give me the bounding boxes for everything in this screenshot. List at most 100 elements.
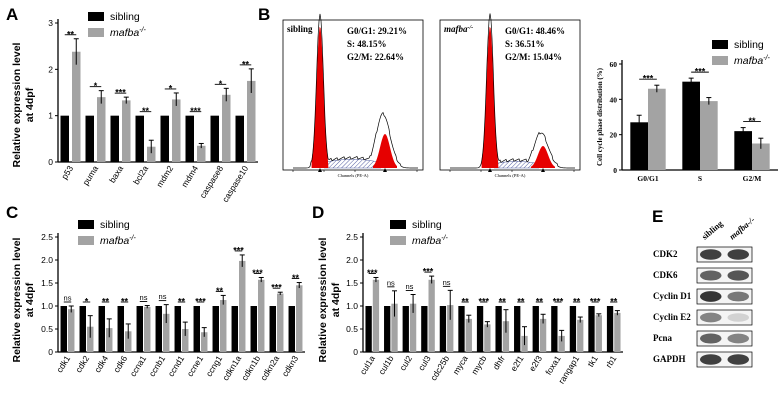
sig-label-cdc25b: ns: [443, 278, 451, 287]
sig-label-cul2: ns: [405, 282, 413, 291]
flow-g2m-peak: [531, 146, 555, 168]
y-tick-label: 0: [613, 166, 617, 175]
bar-mutant-cul1a: [372, 279, 380, 352]
x-tick-label-caspase8: caspase8: [197, 164, 225, 200]
y-tick-label: 0.5: [41, 324, 53, 334]
bar-sibling-e2f3: [532, 306, 539, 352]
bar-mutant-S: [700, 101, 718, 170]
ylabel-d-line1: Relative expression level: [317, 237, 329, 362]
bar-mutant-ccnd1: [182, 329, 189, 352]
panel-letter-d: D: [312, 203, 324, 222]
ylabel-b-bar: Cell cycle phase distribution (%): [596, 67, 604, 166]
sig-label-cdk4: **: [102, 297, 110, 307]
bar-sibling-cdk6: [117, 306, 124, 352]
bar-sibling-cul1a: [365, 306, 372, 352]
sig-label-G2/M: **: [748, 116, 756, 126]
x-tick-label-mdm4: mdm4: [179, 164, 200, 190]
flow-trace: [293, 13, 418, 169]
panel-letter-c: C: [6, 203, 18, 222]
bar-mutant-cdk1: [68, 309, 75, 352]
y-tick-label: 1.0: [41, 301, 53, 311]
legend-a-mutant-swatch: [88, 28, 104, 37]
x-tick-label-rb1: rb1: [603, 354, 618, 370]
sig-label-cdkn1a: ***: [233, 245, 244, 255]
sig-label-mdm2: *: [169, 83, 173, 93]
flow-g0g1-peak: [481, 26, 499, 168]
flow-mutant-g2: G2/M: 15.04%: [505, 52, 562, 62]
y-tick-label: 1: [48, 111, 53, 121]
bar-sibling-mdm4: [185, 115, 194, 162]
bar-sibling-e2f1: [514, 306, 521, 352]
western-band-1-1: [727, 270, 749, 281]
y-tick-label: 2.5: [41, 232, 53, 242]
legend-c-sibling-swatch: [78, 220, 94, 229]
flow-marker: [488, 168, 492, 172]
legend-c: sibling mafba-/-: [78, 219, 136, 247]
bar-mutant-e2f3: [539, 318, 547, 352]
x-tick-label-cul1a: cul1a: [358, 354, 377, 377]
flow-sibling: sibling G0/G1: 29.21% S: 48.15% G2/M: 22…: [282, 13, 424, 178]
bar-sibling-cdkn2a: [269, 306, 276, 352]
x-tick-label-mycb: mycb: [469, 354, 488, 377]
flow-sibling-histogram: [292, 13, 418, 172]
chart-d: 00.51.01.52.02.5***cul1anscul1bnscul2***…: [346, 232, 623, 386]
sig-label-ccne1: ***: [195, 297, 206, 307]
flow-marker: [383, 168, 387, 172]
sig-label-S: ***: [695, 67, 706, 77]
bar-sibling-rb1: [606, 306, 614, 352]
ylabel-d: Relative expression level at 4dpf: [317, 237, 342, 362]
legend-d-sibling-label: sibling: [412, 219, 442, 231]
x-tick-label-ccne1: ccne1: [185, 354, 206, 379]
sig-label-G0/G1: ***: [643, 74, 654, 84]
western-label-pcna: Pcna: [653, 333, 672, 343]
sig-label-tk1: ***: [590, 297, 601, 307]
legend-b-mutant-label: mafba-/-: [734, 55, 770, 67]
y-tick-label: 1.5: [346, 278, 358, 288]
bar-sibling-cdk4: [98, 306, 105, 352]
bar-sibling-ccnb1: [155, 306, 162, 352]
bar-mutant-cdkn2a: [277, 293, 284, 352]
legend-b-mutant-swatch: [712, 56, 728, 65]
legend-a-sibling-swatch: [88, 12, 104, 21]
legend-c-mutant-swatch: [78, 236, 94, 245]
flow-g0g1-peak: [311, 26, 329, 168]
western-band-4-0: [700, 333, 722, 344]
bar-mutant-foxa1: [558, 335, 565, 352]
chart-c: 0 0.5 1.0 1.5 2.0 2.5 ns cdk1 * cdk2 ** cdk4 ** cdk6 n…: [41, 232, 305, 382]
western-blot: sibling mafba-/- CDK2 CDK6 Cyclin D1 Cyclin E…: [653, 214, 757, 368]
sig-label-cdkn3: **: [292, 273, 300, 283]
ylabel-a-line1: Relative expression level: [11, 42, 23, 167]
western-band-1-0: [700, 270, 722, 281]
bar-sibling-G2/M: [734, 131, 752, 170]
sig-label-ccnd1: **: [178, 297, 186, 307]
western-band-3-0: [700, 312, 722, 323]
ylabel-a-line2: at 4dpf: [24, 87, 36, 122]
flow-sibling-xlabel: Channels (PE-A): [338, 173, 369, 178]
bar-mutant-cdk2: [87, 326, 94, 352]
sig-label-ccna1: ns: [140, 293, 148, 302]
bar-mutant-mdm2: [172, 99, 181, 162]
y-tick-label: 0: [48, 157, 53, 167]
y-tick-label: 1.0: [346, 301, 358, 311]
sig-label-caspase8: *: [219, 79, 223, 89]
bar-mutant-ccnb1: [163, 313, 170, 352]
legend-d: sibling mafba-/-: [390, 219, 448, 247]
flow-mutant-frame: [439, 19, 581, 171]
bar-mutant-G0/G1: [648, 88, 666, 170]
y-tick-label: 0: [353, 347, 358, 357]
bar-sibling-caspase8: [210, 115, 219, 162]
bar-mutant-dhfr: [502, 321, 510, 352]
y-tick-label: 20: [610, 131, 618, 140]
y-tick-label: 0.5: [346, 324, 358, 334]
western-label-gapdh: GAPDH: [653, 354, 686, 364]
legend-a-mutant-label: mafba-/-: [110, 27, 146, 39]
legend-d-sibling-swatch: [390, 220, 406, 229]
x-tick-label-baxa: baxa: [107, 164, 125, 185]
bar-sibling-caspase10: [235, 115, 244, 162]
bar-sibling-cdkn3: [288, 306, 295, 352]
bar-mutant-cdk4: [106, 328, 113, 352]
chart-b-bar: 0 20 40 60 *** G0/G1 *** S ** G2/M Cell cycle phas…: [596, 60, 778, 183]
x-tick-label-cdkn3: cdkn3: [280, 354, 301, 379]
x-tick-label-S: S: [698, 174, 702, 183]
